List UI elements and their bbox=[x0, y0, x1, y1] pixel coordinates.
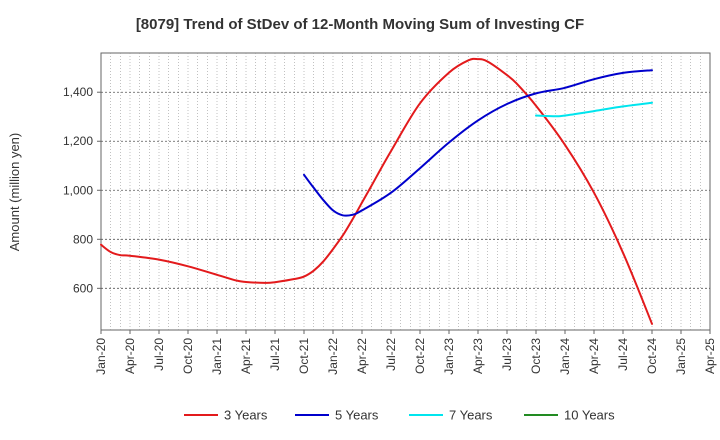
plot-area bbox=[100, 52, 711, 331]
x-tick-label: Jan-22 bbox=[326, 338, 340, 375]
y-tick-label: 1,200 bbox=[63, 134, 93, 148]
x-tick-label: Apr-21 bbox=[239, 338, 253, 374]
x-tick-label: Jan-20 bbox=[94, 338, 108, 375]
plot-frame bbox=[100, 52, 711, 331]
x-tick-label: Apr-23 bbox=[471, 338, 485, 374]
legend-label-5-years: 5 Years bbox=[335, 408, 379, 423]
x-tick-label: Jan-21 bbox=[210, 338, 224, 375]
chart-title: [8079] Trend of StDev of 12-Month Moving… bbox=[136, 16, 584, 33]
x-tick-label: Jan-25 bbox=[674, 338, 688, 375]
x-tick-label: Oct-22 bbox=[413, 338, 427, 374]
y-tick-label: 1,000 bbox=[63, 183, 93, 197]
x-tick-label: Oct-20 bbox=[181, 338, 195, 374]
y-tick-label: 800 bbox=[73, 232, 93, 246]
x-tick-label: Jul-22 bbox=[384, 338, 398, 371]
x-tick-label: Jan-23 bbox=[442, 338, 456, 375]
y-axis-ticks: 600 800 1,000 1,200 1,400 bbox=[63, 85, 101, 295]
y-axis-label: Amount (million yen) bbox=[7, 133, 22, 252]
x-tick-label: Jul-21 bbox=[268, 338, 282, 371]
x-tick-label: Oct-24 bbox=[645, 338, 659, 374]
legend-label-10-years: 10 Years bbox=[564, 408, 615, 423]
x-tick-label: Apr-22 bbox=[355, 338, 369, 374]
x-axis-ticks: Jan-20 Apr-20 Jul-20 Oct-20 Jan-21 Apr-21 Jul-… bbox=[94, 330, 717, 375]
series-lines bbox=[100, 57, 653, 325]
x-tick-label: Apr-25 bbox=[703, 338, 717, 374]
x-tick-label: Apr-20 bbox=[123, 338, 137, 374]
y-tick-label: 600 bbox=[73, 281, 93, 295]
grid bbox=[101, 53, 710, 330]
legend: 3 Years 5 Years 7 Years 10 Years bbox=[184, 408, 615, 423]
x-tick-label: Jul-24 bbox=[616, 338, 630, 371]
x-tick-label: Jan-24 bbox=[558, 338, 572, 375]
x-tick-label: Apr-24 bbox=[587, 338, 601, 374]
series-line-5-years bbox=[303, 69, 653, 217]
legend-label-3-years: 3 Years bbox=[224, 408, 268, 423]
series-line-3-years bbox=[100, 57, 653, 325]
series-line-7-years bbox=[535, 101, 653, 118]
x-tick-label: Oct-21 bbox=[297, 338, 311, 374]
legend-label-7-years: 7 Years bbox=[449, 408, 493, 423]
x-tick-label: Oct-23 bbox=[529, 338, 543, 374]
x-tick-label: Jul-23 bbox=[500, 338, 514, 371]
x-tick-label: Jul-20 bbox=[152, 338, 166, 371]
y-tick-label: 1,400 bbox=[63, 85, 93, 99]
